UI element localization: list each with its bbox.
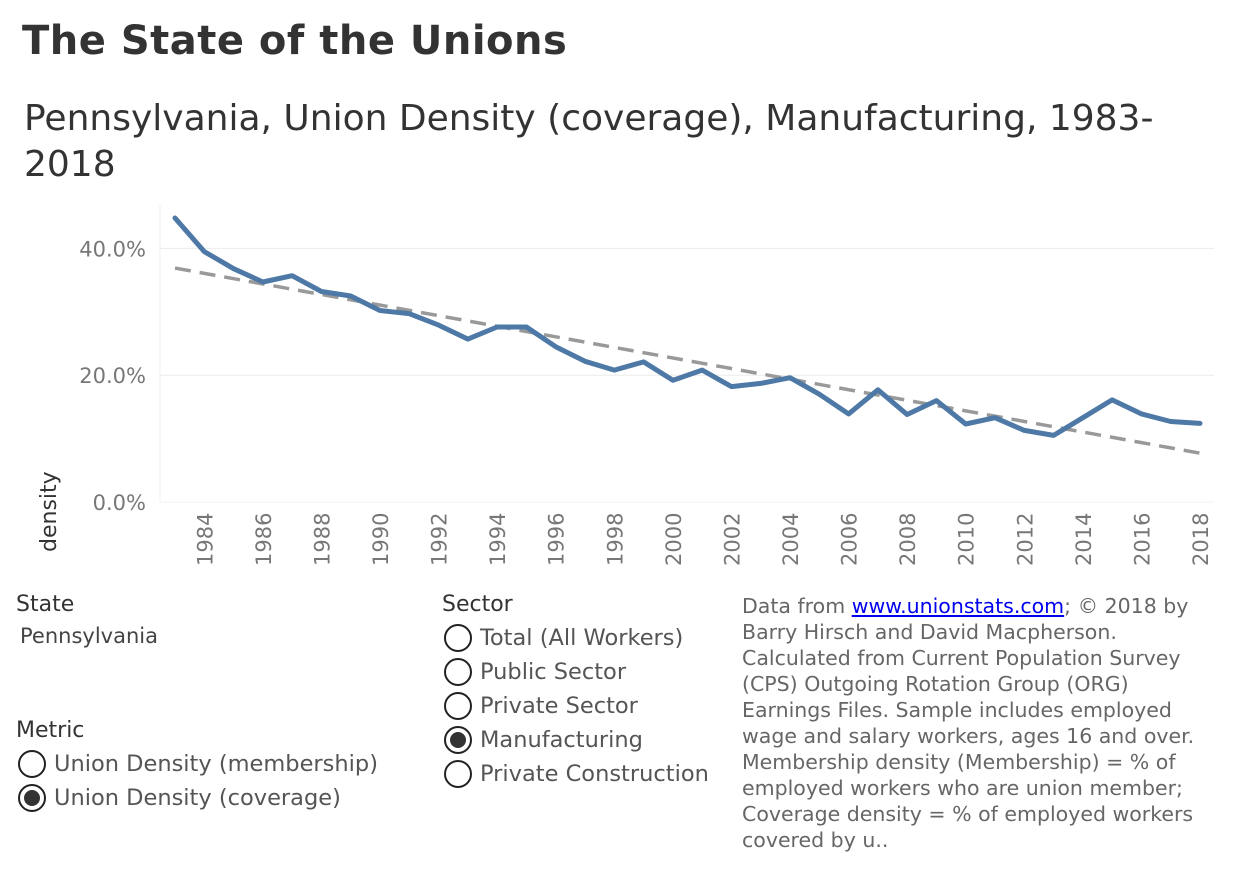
x-tick-label: 2014: [1072, 513, 1096, 566]
x-tick-label: 2006: [838, 513, 862, 566]
x-tick-label: 1998: [603, 513, 627, 566]
metric-option-label: Union Density (coverage): [54, 785, 341, 811]
x-tick-label: 2008: [896, 513, 920, 566]
radio-button-icon[interactable]: [444, 760, 472, 788]
radio-button-icon[interactable]: [444, 692, 472, 720]
x-tick-label: 2000: [662, 513, 686, 566]
source-note-prefix: Data from: [742, 594, 852, 618]
sector-option[interactable]: Manufacturing: [444, 724, 643, 756]
sector-option-label: Public Sector: [480, 659, 627, 685]
sector-option[interactable]: Total (All Workers): [444, 622, 683, 654]
sector-option-label: Private Construction: [480, 761, 709, 787]
x-tick-label: 2010: [955, 513, 979, 566]
trend-line: [174, 266, 1201, 455]
x-tick-label: 1988: [310, 513, 334, 566]
source-note: Data from www.unionstats.com; © 2018 by …: [742, 593, 1222, 853]
x-tick-label: 1984: [193, 513, 217, 566]
metric-option-label: Union Density (membership): [54, 751, 378, 777]
series-line-coverage: [172, 215, 1203, 438]
x-tick-label: 2012: [1013, 513, 1037, 566]
sector-option[interactable]: Private Construction: [444, 758, 709, 790]
x-tick-label: 1986: [252, 513, 276, 566]
radio-button-icon[interactable]: [444, 726, 472, 754]
y-tick-label: 40.0%: [79, 237, 146, 261]
x-tick-label: 2018: [1189, 513, 1213, 566]
sector-filter-label: Sector: [442, 592, 513, 617]
metric-option[interactable]: Union Density (coverage): [18, 782, 341, 814]
sector-option[interactable]: Private Sector: [444, 690, 638, 722]
x-tick-label: 2004: [779, 513, 803, 566]
state-filter-label: State: [16, 592, 75, 617]
source-note-body: ; © 2018 by Barry Hirsch and David Macph…: [742, 594, 1195, 852]
x-tick-label: 2002: [720, 513, 744, 566]
y-axis-label: density: [37, 471, 62, 552]
metric-filter-label: Metric: [16, 718, 85, 743]
x-tick-label: 2016: [1130, 513, 1154, 566]
radio-selected-dot-icon: [450, 732, 466, 748]
page-title: The State of the Unions: [22, 18, 568, 64]
x-tick-label: 1990: [369, 513, 393, 566]
metric-option[interactable]: Union Density (membership): [18, 748, 378, 780]
unionstats-link[interactable]: www.unionstats.com: [851, 594, 1065, 618]
radio-button-icon[interactable]: [18, 750, 46, 778]
y-tick-label: 0.0%: [93, 491, 146, 515]
sector-option-label: Total (All Workers): [480, 625, 684, 651]
x-tick-label: 1992: [428, 513, 452, 566]
sector-option-label: Private Sector: [480, 693, 638, 719]
radio-button-icon[interactable]: [444, 658, 472, 686]
chart-subtitle: Pennsylvania, Union Density (coverage), …: [24, 98, 1154, 185]
line-chart: density 40.0% 20.0% 0.0% 1984 1986 1988 1990 1…: [37, 204, 1214, 566]
sector-option-label: Manufacturing: [480, 727, 643, 753]
x-tick-label: 1994: [486, 513, 510, 566]
radio-button-icon[interactable]: [18, 784, 46, 812]
state-filter-value[interactable]: Pennsylvania: [20, 624, 158, 648]
x-tick-label: 1996: [545, 513, 569, 566]
y-tick-label: 20.0%: [79, 364, 146, 388]
radio-selected-dot-icon: [24, 790, 40, 806]
sector-option[interactable]: Public Sector: [444, 656, 626, 688]
radio-button-icon[interactable]: [444, 624, 472, 652]
